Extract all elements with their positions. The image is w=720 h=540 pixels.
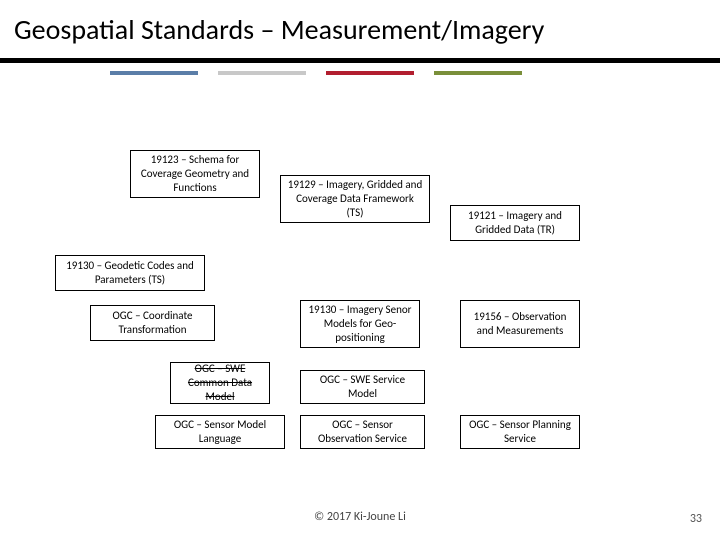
bar-red (326, 71, 414, 75)
box-b5: OGC – Coordinate Transformation (90, 305, 215, 341)
box-b11: OGC – Sensor Observation Service (300, 415, 425, 449)
box-b4: 19130 – Geodetic Codes and Parameters (T… (55, 255, 205, 291)
box-b2: 19129 – Imagery, Gridded and Coverage Da… (280, 175, 430, 223)
bar-grey (218, 71, 306, 75)
box-b6: 19130 – Imagery Senor Models for Geo-pos… (300, 300, 420, 348)
box-b3: 19121 – Imagery and Gridded Data (TR) (450, 205, 580, 241)
slide-number: 33 (690, 512, 702, 526)
bar-olive (434, 71, 522, 75)
box-b1: 19123 – Schema for Coverage Geometry and… (130, 150, 260, 198)
page-title: Geospatial Standards – Measurement/Image… (0, 0, 720, 47)
box-b7: 19156 – Observation and Measurements (460, 300, 580, 348)
box-b10: OGC – Sensor Model Language (155, 415, 285, 449)
footer-copyright: © 2017 Ki-Joune Li (0, 510, 720, 524)
bar-blue (110, 71, 198, 75)
box-b12: OGC – Sensor Planning Service (460, 415, 580, 449)
divider (0, 58, 720, 63)
box-b8: OGC – SWE Common Data Model (170, 362, 270, 404)
box-b9: OGC – SWE Service Model (300, 370, 425, 404)
divider-black-bar (0, 58, 720, 63)
divider-color-bars (110, 71, 522, 75)
